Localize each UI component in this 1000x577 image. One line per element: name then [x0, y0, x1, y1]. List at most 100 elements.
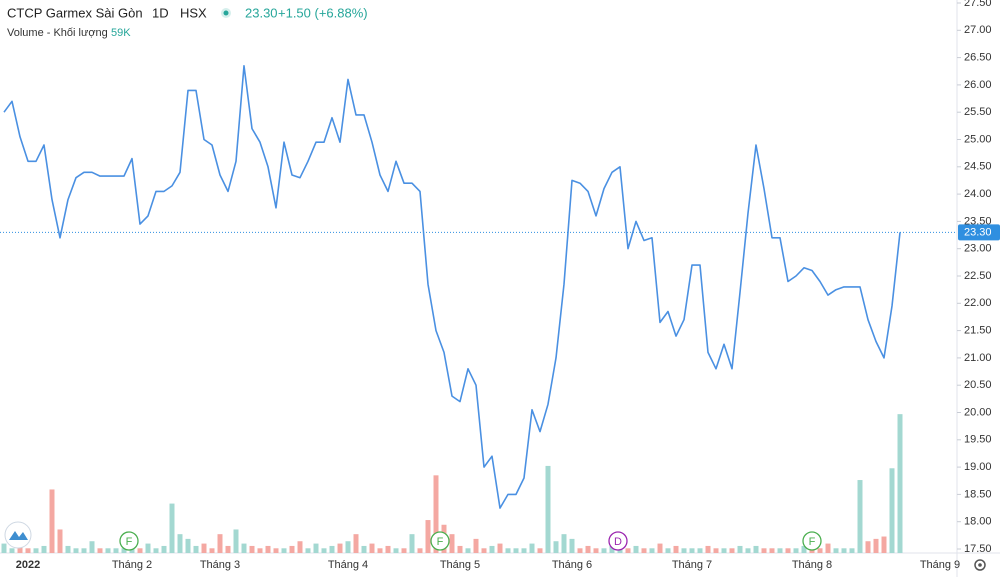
volume-bar: [209, 548, 215, 553]
volume-bar: [817, 548, 823, 553]
x-tick-label: Tháng 5: [440, 559, 480, 571]
volume-bar: [745, 548, 751, 553]
volume-bar: [481, 548, 487, 553]
volume-bar: [633, 545, 639, 553]
volume-bar: [625, 548, 631, 553]
y-tick-label: 24.00: [964, 188, 992, 200]
volume-bar: [449, 534, 455, 553]
volume-bar: [121, 548, 127, 553]
volume-bar: [329, 545, 335, 553]
volume-bar: [857, 480, 863, 553]
volume-bar: [393, 548, 399, 553]
volume-bar: [793, 548, 799, 553]
volume-bar: [17, 545, 23, 553]
volume-bar: [265, 545, 271, 553]
x-tick-label: 2022: [16, 559, 40, 571]
volume-bar: [169, 503, 175, 553]
event-marker[interactable]: F: [119, 531, 139, 551]
y-tick-label: 25.00: [964, 133, 992, 145]
volume-bar: [337, 543, 343, 553]
volume-bar: [721, 548, 727, 553]
x-tick-label: Tháng 6: [552, 559, 592, 571]
volume-bar: [161, 545, 167, 553]
volume-bar: [65, 545, 71, 553]
interval: 1D: [152, 5, 169, 20]
x-tick-label: Tháng 8: [792, 559, 832, 571]
volume-bar: [225, 545, 231, 553]
volume-bar: [881, 536, 887, 553]
volume-bar: [553, 541, 559, 553]
price-tag-label: 23.30: [964, 227, 992, 239]
volume-bar: [697, 548, 703, 553]
volume-bar: [585, 545, 591, 553]
x-tick-label: Tháng 4: [328, 559, 368, 571]
volume-bar: [433, 475, 439, 553]
volume-bar: [497, 543, 503, 553]
volume-bar: [665, 548, 671, 553]
volume-bar: [865, 541, 871, 553]
logo[interactable]: [4, 521, 32, 549]
y-tick-label: 23.50: [964, 215, 992, 227]
y-tick-label: 20.00: [964, 406, 992, 418]
volume-bar: [513, 548, 519, 553]
volume-bar: [97, 548, 103, 553]
price-tag: [958, 224, 1000, 241]
volume-bar: [33, 548, 39, 553]
volume-bar: [137, 548, 143, 553]
volume-bar: [577, 548, 583, 553]
volume-bar: [217, 534, 223, 553]
price-line: [3, 65, 901, 509]
volume-bar: [281, 548, 287, 553]
y-tick-label: 24.50: [964, 161, 992, 173]
volume-bar: [833, 548, 839, 553]
volume-bar: [609, 545, 615, 553]
x-tick-label: Tháng 7: [672, 559, 712, 571]
volume-bar: [361, 545, 367, 553]
event-marker[interactable]: F: [430, 531, 450, 551]
event-marker[interactable]: D: [608, 531, 628, 551]
y-tick-label: 19.00: [964, 461, 992, 473]
volume-bar: [105, 548, 111, 553]
volume-bar: [25, 548, 31, 553]
y-tick-label: 20.50: [964, 379, 992, 391]
volume-bar: [409, 534, 415, 553]
event-marker[interactable]: F: [802, 531, 822, 551]
volume-bar: [401, 548, 407, 553]
volume-bar: [777, 548, 783, 553]
y-tick-label: 23.00: [964, 243, 992, 255]
volume-bar: [649, 548, 655, 553]
volume-bar: [521, 548, 527, 553]
price-change: +1.50 (+6.88%): [278, 5, 368, 20]
settings-button[interactable]: [974, 559, 986, 571]
y-tick-label: 21.00: [964, 352, 992, 364]
volume-bar: [657, 543, 663, 553]
y-tick-label: 27.00: [964, 24, 992, 36]
volume-bar: [761, 548, 767, 553]
volume-bar: [177, 534, 183, 553]
y-tick-label: 18.50: [964, 488, 992, 500]
volume-bar: [529, 543, 535, 553]
volume-bar: [73, 548, 79, 553]
volume-bar: [673, 545, 679, 553]
volume-bar: [689, 548, 695, 553]
volume-bar: [289, 545, 295, 553]
y-tick-label: 18.00: [964, 516, 992, 528]
volume-bar: [185, 538, 191, 553]
volume-bar: [545, 465, 551, 553]
volume-title: Volume - Khối lượng: [7, 27, 108, 39]
exchange: HSX: [180, 5, 207, 20]
y-tick-label: 21.50: [964, 325, 992, 337]
y-tick-label: 22.50: [964, 270, 992, 282]
volume-bar: [505, 548, 511, 553]
y-tick-label: 17.50: [964, 543, 992, 555]
y-tick-label: 26.50: [964, 52, 992, 64]
volume-bar: [569, 538, 575, 553]
volume-value: 59K: [111, 27, 131, 39]
volume-bar: [457, 545, 463, 553]
volume-bar: [889, 468, 895, 553]
volume-bar: [737, 545, 743, 553]
volume-bar: [305, 548, 311, 553]
volume-bar: [417, 548, 423, 553]
volume-bar: [601, 548, 607, 553]
y-tick-label: 27.50: [964, 0, 992, 9]
